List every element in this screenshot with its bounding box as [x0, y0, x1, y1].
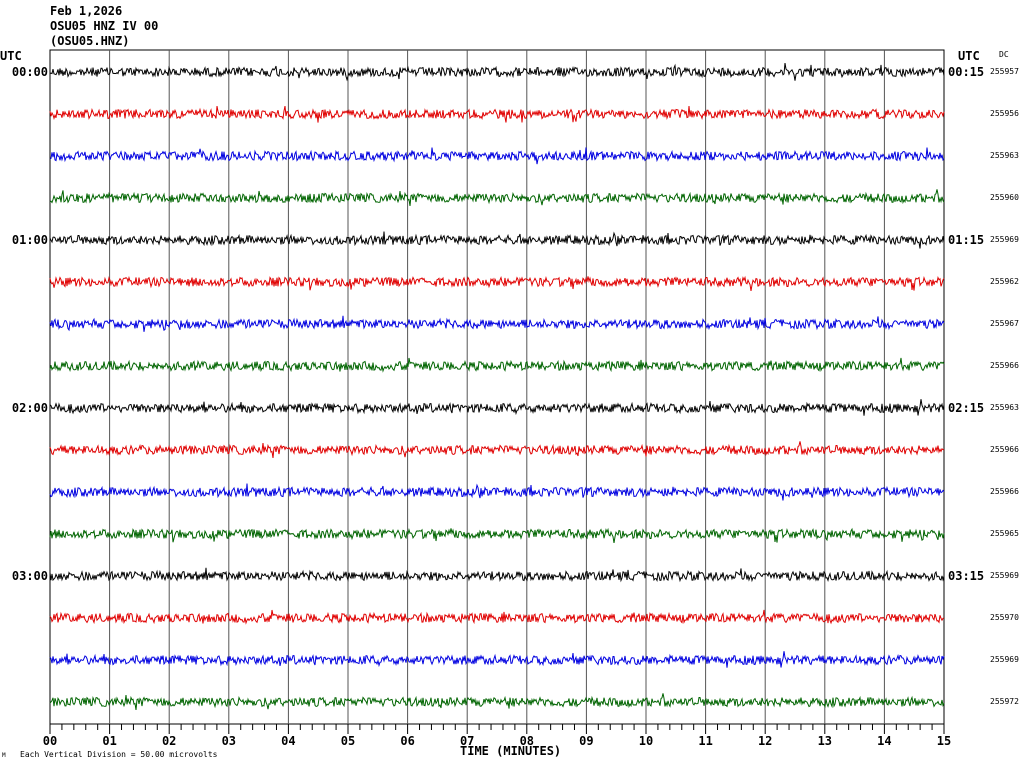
right-hour-label: 00:15	[948, 65, 985, 79]
right-hour-label: 02:15	[948, 401, 985, 415]
trace-line	[49, 651, 945, 668]
left-hour-label: 00:00	[11, 65, 48, 79]
trace-line	[49, 609, 945, 625]
trace-dc-value: 255963	[990, 403, 1019, 412]
trace-line	[49, 527, 945, 543]
x-tick-label: 01	[102, 734, 117, 748]
x-tick-label: 03	[221, 734, 237, 748]
logo-mark: M	[2, 752, 6, 759]
trace-line	[49, 231, 945, 249]
x-tick-label: 06	[400, 734, 415, 748]
x-tick-label: 04	[281, 734, 296, 748]
left-timezone-label: UTC	[0, 49, 22, 63]
trace-dc-value: 255970	[990, 613, 1019, 622]
right-timezone-label: UTC	[958, 49, 980, 63]
trace-dc-value: 255962	[990, 277, 1019, 286]
trace-line	[49, 357, 945, 373]
trace-dc-value: 255969	[990, 235, 1019, 244]
trace-dc-value: 255960	[990, 193, 1019, 202]
trace-line	[49, 399, 945, 416]
dc-label: DC	[999, 50, 1009, 59]
trace-line	[49, 105, 945, 123]
trace-line	[49, 147, 945, 165]
x-tick-label: 12	[757, 734, 773, 748]
trace-dc-value: 255956	[990, 109, 1019, 118]
trace-dc-value: 255969	[990, 655, 1019, 664]
trace-line	[49, 275, 945, 291]
station-name: OSU05 HNZ IV 00	[50, 19, 159, 33]
right-hour-label: 01:15	[948, 233, 985, 247]
x-tick-label: 09	[579, 734, 594, 748]
trace-dc-value: 255967	[990, 319, 1019, 328]
trace-line	[49, 567, 945, 583]
record-date: Feb 1,2026	[50, 4, 123, 18]
x-tick-label: 07	[459, 734, 475, 748]
trace-dc-value: 255966	[990, 445, 1019, 454]
trace-line	[49, 189, 945, 206]
x-tick-label: 10	[638, 734, 654, 748]
x-tick-label: 14	[877, 734, 892, 748]
x-axis-label: TIME (MINUTES)	[460, 744, 562, 758]
trace-line	[49, 315, 945, 332]
left-hour-label: 01:00	[11, 233, 48, 247]
trace-dc-value: 255963	[990, 151, 1019, 160]
trace-dc-value: 255969	[990, 571, 1019, 580]
x-tick-label: 02	[161, 734, 177, 748]
x-tick-label: 15	[936, 734, 952, 748]
trace-dc-value: 255957	[990, 67, 1019, 76]
x-tick-label: 00	[42, 734, 58, 748]
x-tick-label: 08	[519, 734, 535, 748]
trace-line	[49, 693, 945, 710]
scale-note: Each Vertical Division = 50.00 microvolt…	[20, 750, 218, 759]
trace-line	[49, 441, 945, 458]
trace-line	[49, 483, 945, 501]
channel-id: (OSU05.HNZ)	[50, 34, 130, 48]
x-tick-label: 11	[698, 734, 713, 748]
right-hour-label: 03:15	[948, 569, 985, 583]
trace-dc-value: 255965	[990, 529, 1019, 538]
plot-frame	[49, 49, 945, 725]
x-tick-label: 13	[817, 734, 833, 748]
trace-line	[49, 63, 945, 82]
x-tick-label: 05	[340, 734, 356, 748]
trace-dc-value: 255966	[990, 487, 1019, 496]
trace-dc-value: 255972	[990, 697, 1019, 706]
left-hour-label: 02:00	[11, 401, 48, 415]
trace-dc-value: 255966	[990, 361, 1019, 370]
left-hour-label: 03:00	[11, 569, 48, 583]
